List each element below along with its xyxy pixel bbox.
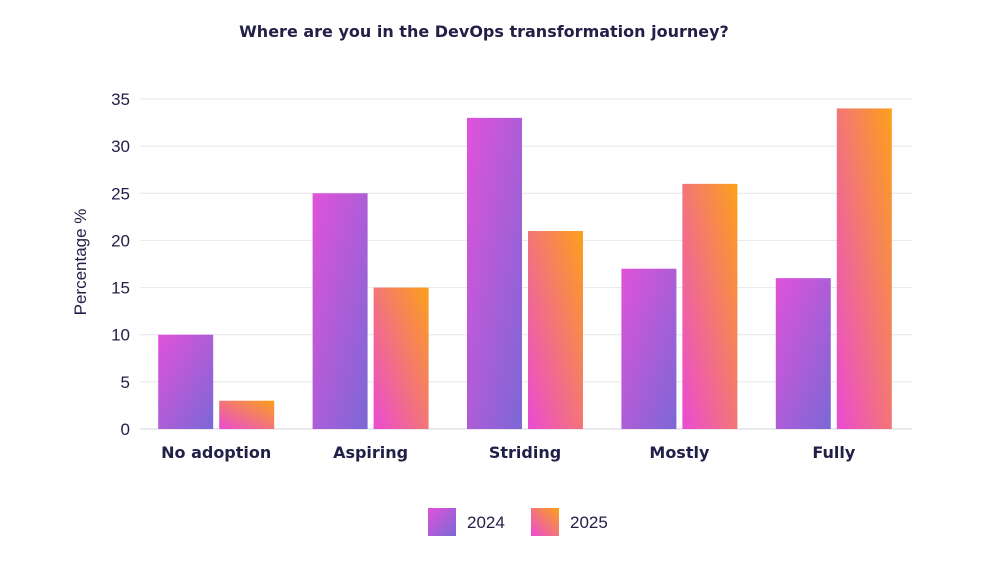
y-tick-label: 10 <box>111 326 130 345</box>
chart-title: Where are you in the DevOps transformati… <box>239 22 729 41</box>
bar-2025-no-adoption <box>219 400 275 429</box>
legend: 2024 2025 <box>428 508 608 536</box>
y-tick-label: 20 <box>111 231 130 250</box>
y-axis-label: Percentage % <box>71 209 90 316</box>
gridlines <box>140 98 912 430</box>
x-category-label: No adoption <box>161 443 271 462</box>
bar-2024-no-adoption <box>158 334 214 429</box>
legend-swatch-2025 <box>531 508 559 536</box>
bar-2024-fully <box>775 278 831 429</box>
bar-2024-striding <box>467 117 522 429</box>
bars <box>158 108 892 429</box>
bar-2024-aspiring <box>312 193 368 429</box>
y-axis-ticks: 0 5 10 15 20 25 30 35 <box>111 90 130 439</box>
bar-2025-striding <box>528 231 583 429</box>
y-tick-label: 15 <box>111 279 130 298</box>
x-category-label: Mostly <box>649 443 710 462</box>
bar-2025-mostly <box>682 183 738 429</box>
legend-label-2025: 2025 <box>570 513 608 532</box>
y-tick-label: 5 <box>121 373 130 392</box>
x-axis-categories: No adoption Aspiring Striding Mostly Fully <box>161 443 856 462</box>
bar-2024-mostly <box>621 268 677 429</box>
legend-label-2024: 2024 <box>467 513 505 532</box>
y-tick-label: 35 <box>111 90 130 109</box>
y-tick-label: 25 <box>111 184 130 203</box>
x-category-label: Fully <box>812 443 855 462</box>
bar-2025-fully <box>836 108 892 429</box>
y-tick-label: 0 <box>121 420 130 439</box>
y-tick-label: 30 <box>111 137 130 156</box>
x-category-label: Striding <box>489 443 561 462</box>
x-category-label: Aspiring <box>333 443 408 462</box>
bar-2025-aspiring <box>373 287 429 429</box>
legend-swatch-2024 <box>428 508 456 536</box>
